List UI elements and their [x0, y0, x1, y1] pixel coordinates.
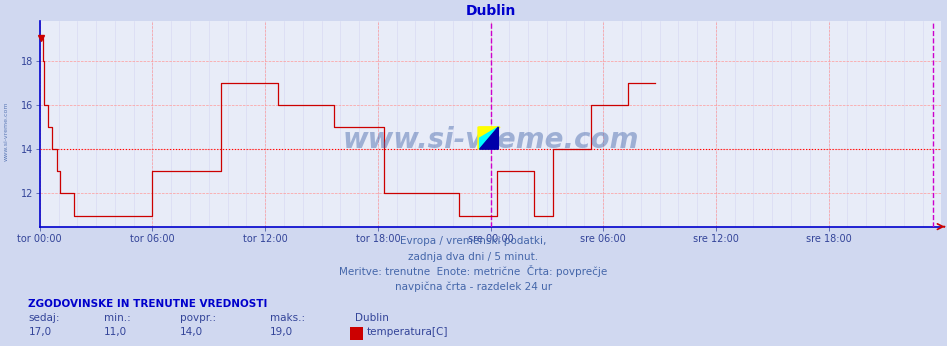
Text: sedaj:: sedaj: — [28, 313, 60, 323]
Text: www.si-vreme.com: www.si-vreme.com — [342, 126, 639, 154]
Title: Dublin: Dublin — [465, 4, 516, 18]
Polygon shape — [479, 127, 498, 138]
Text: 14,0: 14,0 — [180, 327, 203, 337]
Text: min.:: min.: — [104, 313, 131, 323]
Text: povpr.:: povpr.: — [180, 313, 216, 323]
Text: 17,0: 17,0 — [28, 327, 51, 337]
Text: zadnja dva dni / 5 minut.: zadnja dva dni / 5 minut. — [408, 252, 539, 262]
Text: 19,0: 19,0 — [270, 327, 293, 337]
Text: Meritve: trenutne  Enote: metrične  Črta: povprečje: Meritve: trenutne Enote: metrične Črta: … — [339, 265, 608, 277]
Polygon shape — [479, 127, 498, 149]
Polygon shape — [478, 127, 500, 149]
Polygon shape — [479, 127, 498, 149]
Text: 11,0: 11,0 — [104, 327, 127, 337]
Text: www.si-vreme.com: www.si-vreme.com — [4, 102, 9, 161]
Text: Dublin: Dublin — [355, 313, 389, 323]
Text: navpična črta - razdelek 24 ur: navpična črta - razdelek 24 ur — [395, 281, 552, 292]
Text: maks.:: maks.: — [270, 313, 305, 323]
Text: temperatura[C]: temperatura[C] — [366, 327, 448, 337]
Text: Evropa / vremenski podatki,: Evropa / vremenski podatki, — [401, 236, 546, 246]
Text: ZGODOVINSKE IN TRENUTNE VREDNOSTI: ZGODOVINSKE IN TRENUTNE VREDNOSTI — [28, 299, 268, 309]
